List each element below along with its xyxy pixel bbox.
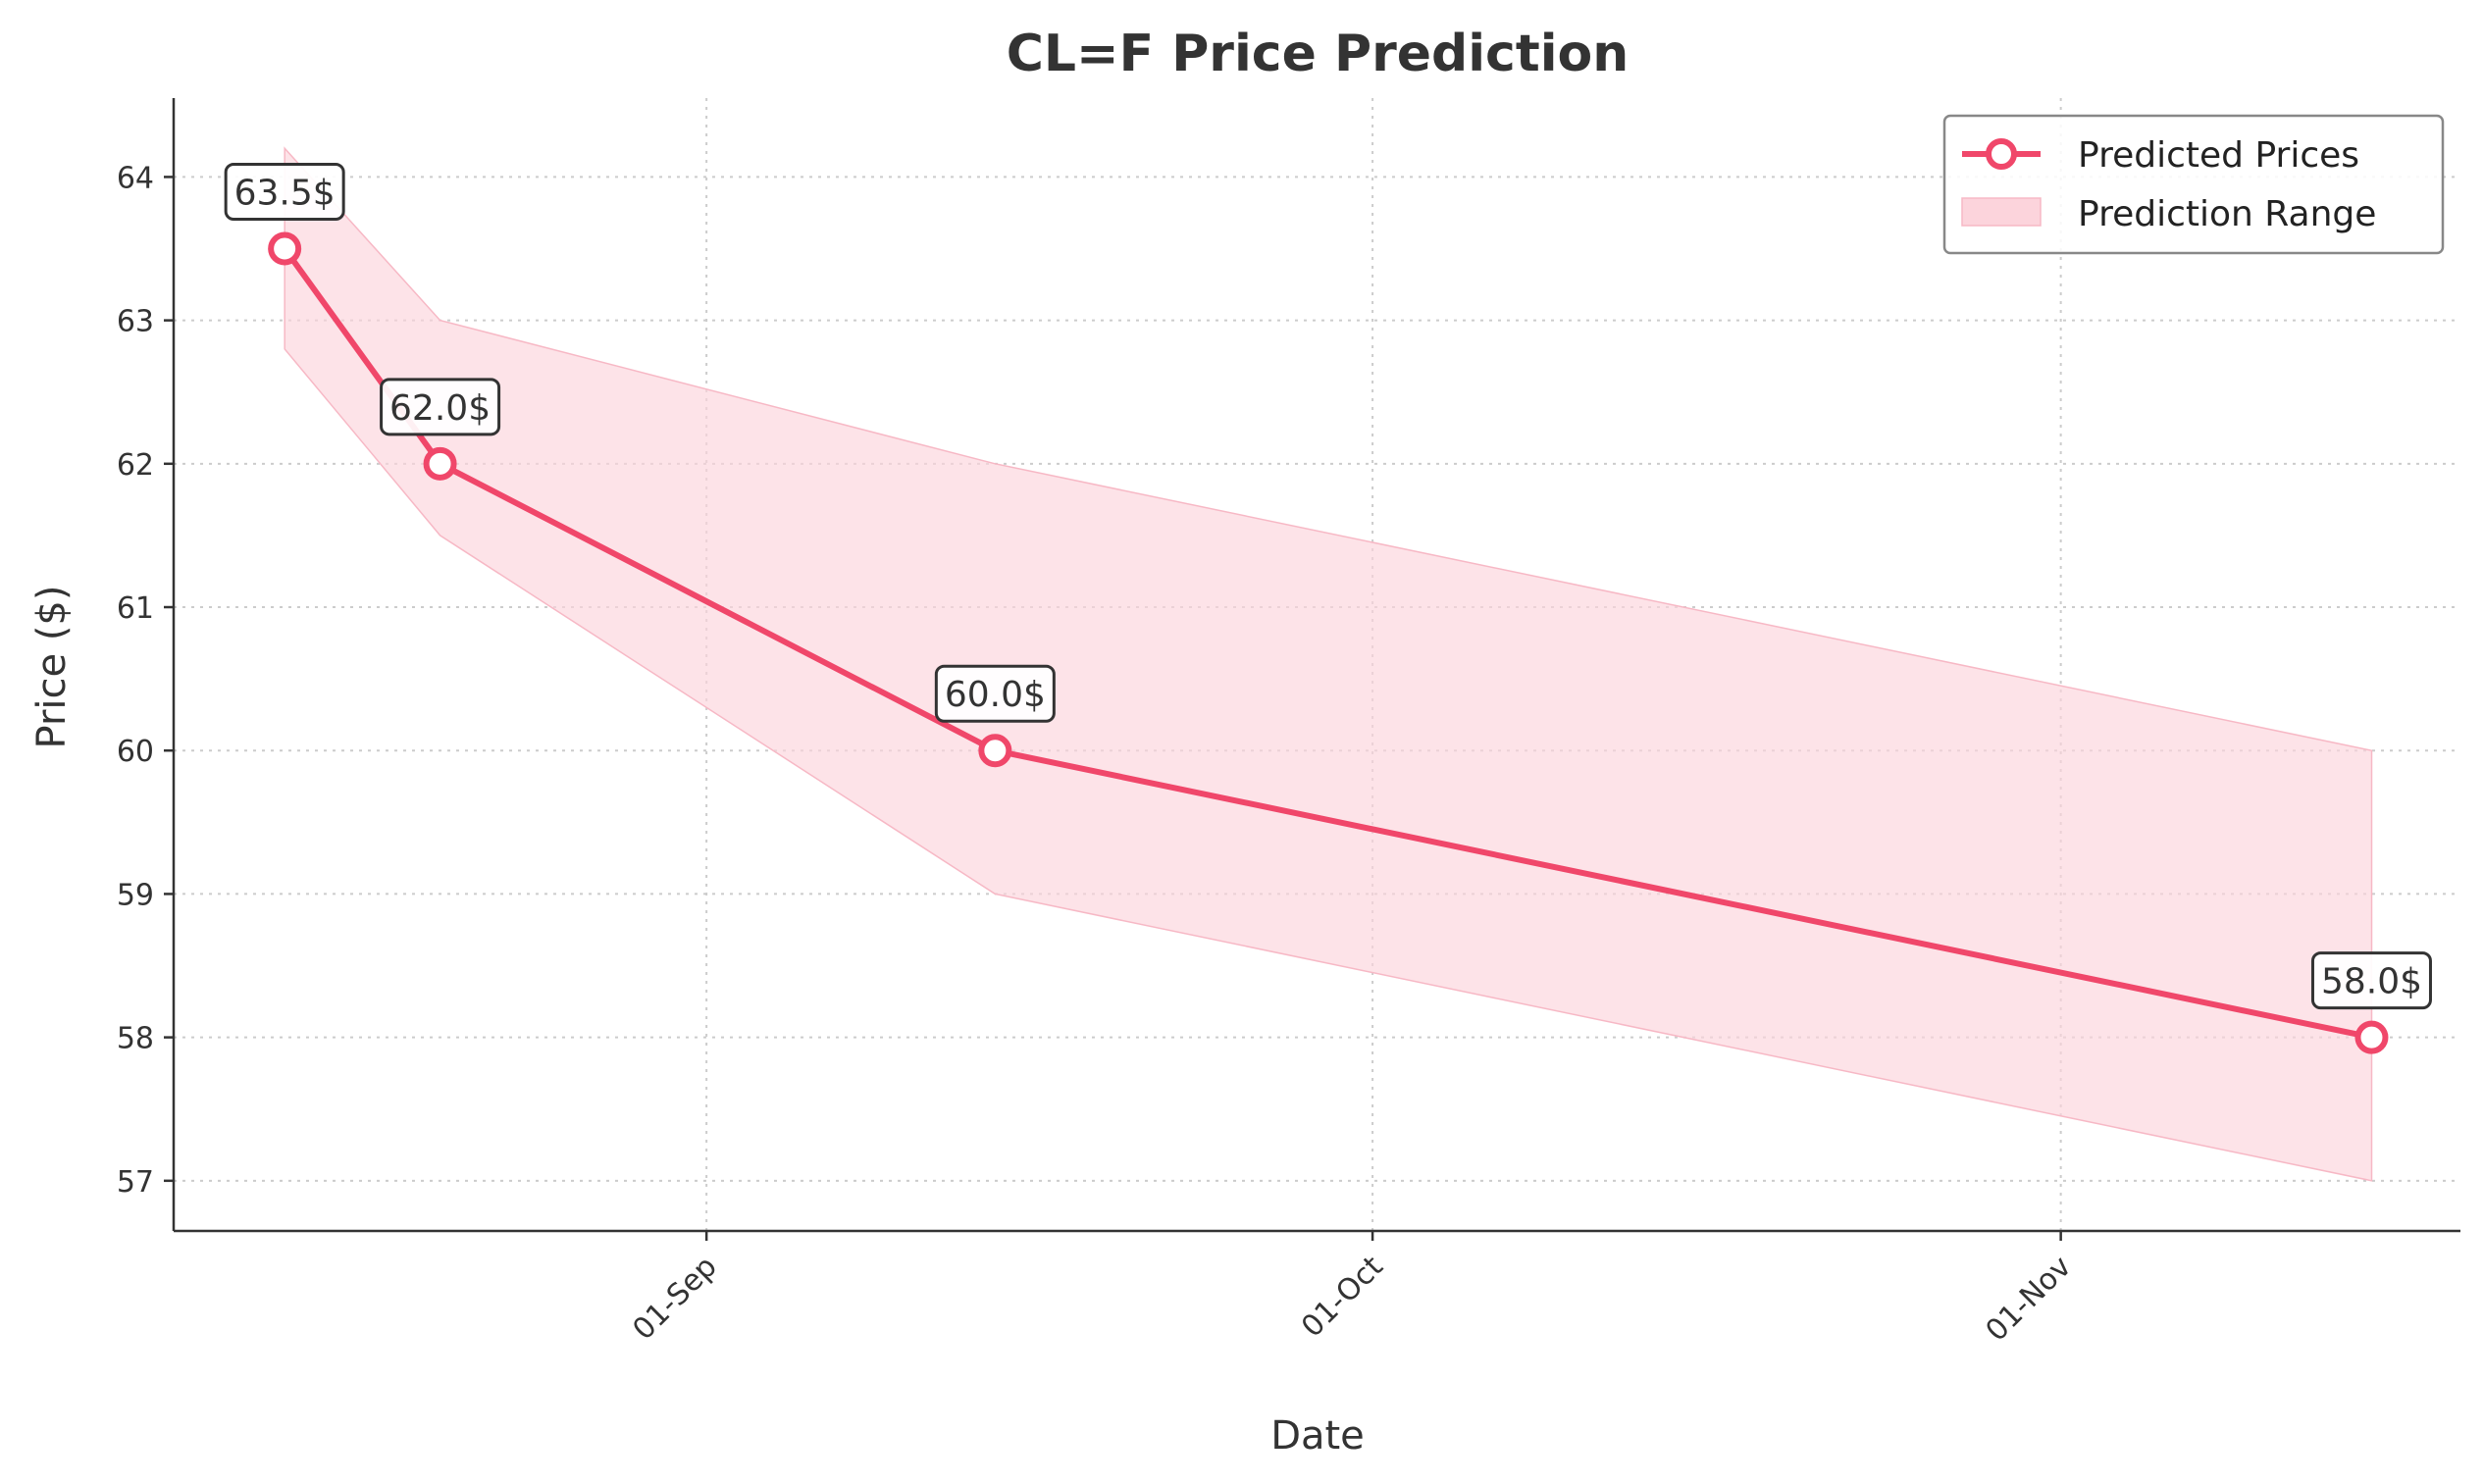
y-tick-label: 57 xyxy=(117,1165,154,1200)
y-tick-label: 64 xyxy=(117,161,154,195)
y-tick-label: 61 xyxy=(117,591,154,626)
legend-range-swatch xyxy=(1961,197,2042,227)
y-axis-title: Price ($) xyxy=(29,586,75,749)
y-tick-label: 60 xyxy=(117,735,154,769)
prediction-range-area xyxy=(284,146,2373,1182)
legend-marker-swatch xyxy=(1986,138,2017,170)
legend-label-prediction-range: Prediction Range xyxy=(2078,194,2376,234)
prediction-range-band xyxy=(284,146,2373,1182)
data-point xyxy=(2354,1020,2389,1054)
data-label-box xyxy=(2310,951,2432,1010)
y-tick-label: 62 xyxy=(117,448,154,483)
data-label-text: 58.0$ xyxy=(2321,962,2422,1002)
y-tick-label: 58 xyxy=(117,1022,154,1056)
predicted-prices-line xyxy=(282,246,2373,1041)
y-tick-label: 63 xyxy=(117,305,154,339)
legend: Predicted Prices Prediction Range xyxy=(1942,114,2445,255)
data-label: 60.0$ xyxy=(934,664,1056,723)
data-label-box xyxy=(224,163,345,222)
data-label-box xyxy=(934,664,1056,723)
data-label-box xyxy=(380,378,501,436)
chart-title: CL=F Price Prediction xyxy=(1007,25,1629,83)
data-labels: 63.5$ 62.0$ 60.0$ 58.0$ xyxy=(224,163,2432,1010)
legend-box xyxy=(1942,114,2445,255)
data-label: 62.0$ xyxy=(380,378,501,436)
x-tick-label: 01-Oct xyxy=(1295,1250,1390,1345)
axes xyxy=(164,98,2460,1241)
data-point xyxy=(423,446,457,481)
x-tick-label: 01-Nov xyxy=(1979,1250,2078,1349)
x-tick-label: 01-Sep xyxy=(626,1250,723,1347)
data-label-text: 60.0$ xyxy=(945,675,1046,715)
data-point xyxy=(978,734,1012,768)
data-label-text: 63.5$ xyxy=(234,174,336,214)
data-point xyxy=(268,231,302,266)
y-tick-label: 59 xyxy=(117,878,154,912)
x-axis-title: Date xyxy=(1270,1413,1365,1458)
legend-label-predicted-prices: Predicted Prices xyxy=(2078,135,2359,176)
data-label: 63.5$ xyxy=(224,163,345,222)
predicted-prices-series xyxy=(268,231,2389,1054)
data-label: 58.0$ xyxy=(2310,951,2432,1010)
data-label-text: 62.0$ xyxy=(389,388,491,429)
